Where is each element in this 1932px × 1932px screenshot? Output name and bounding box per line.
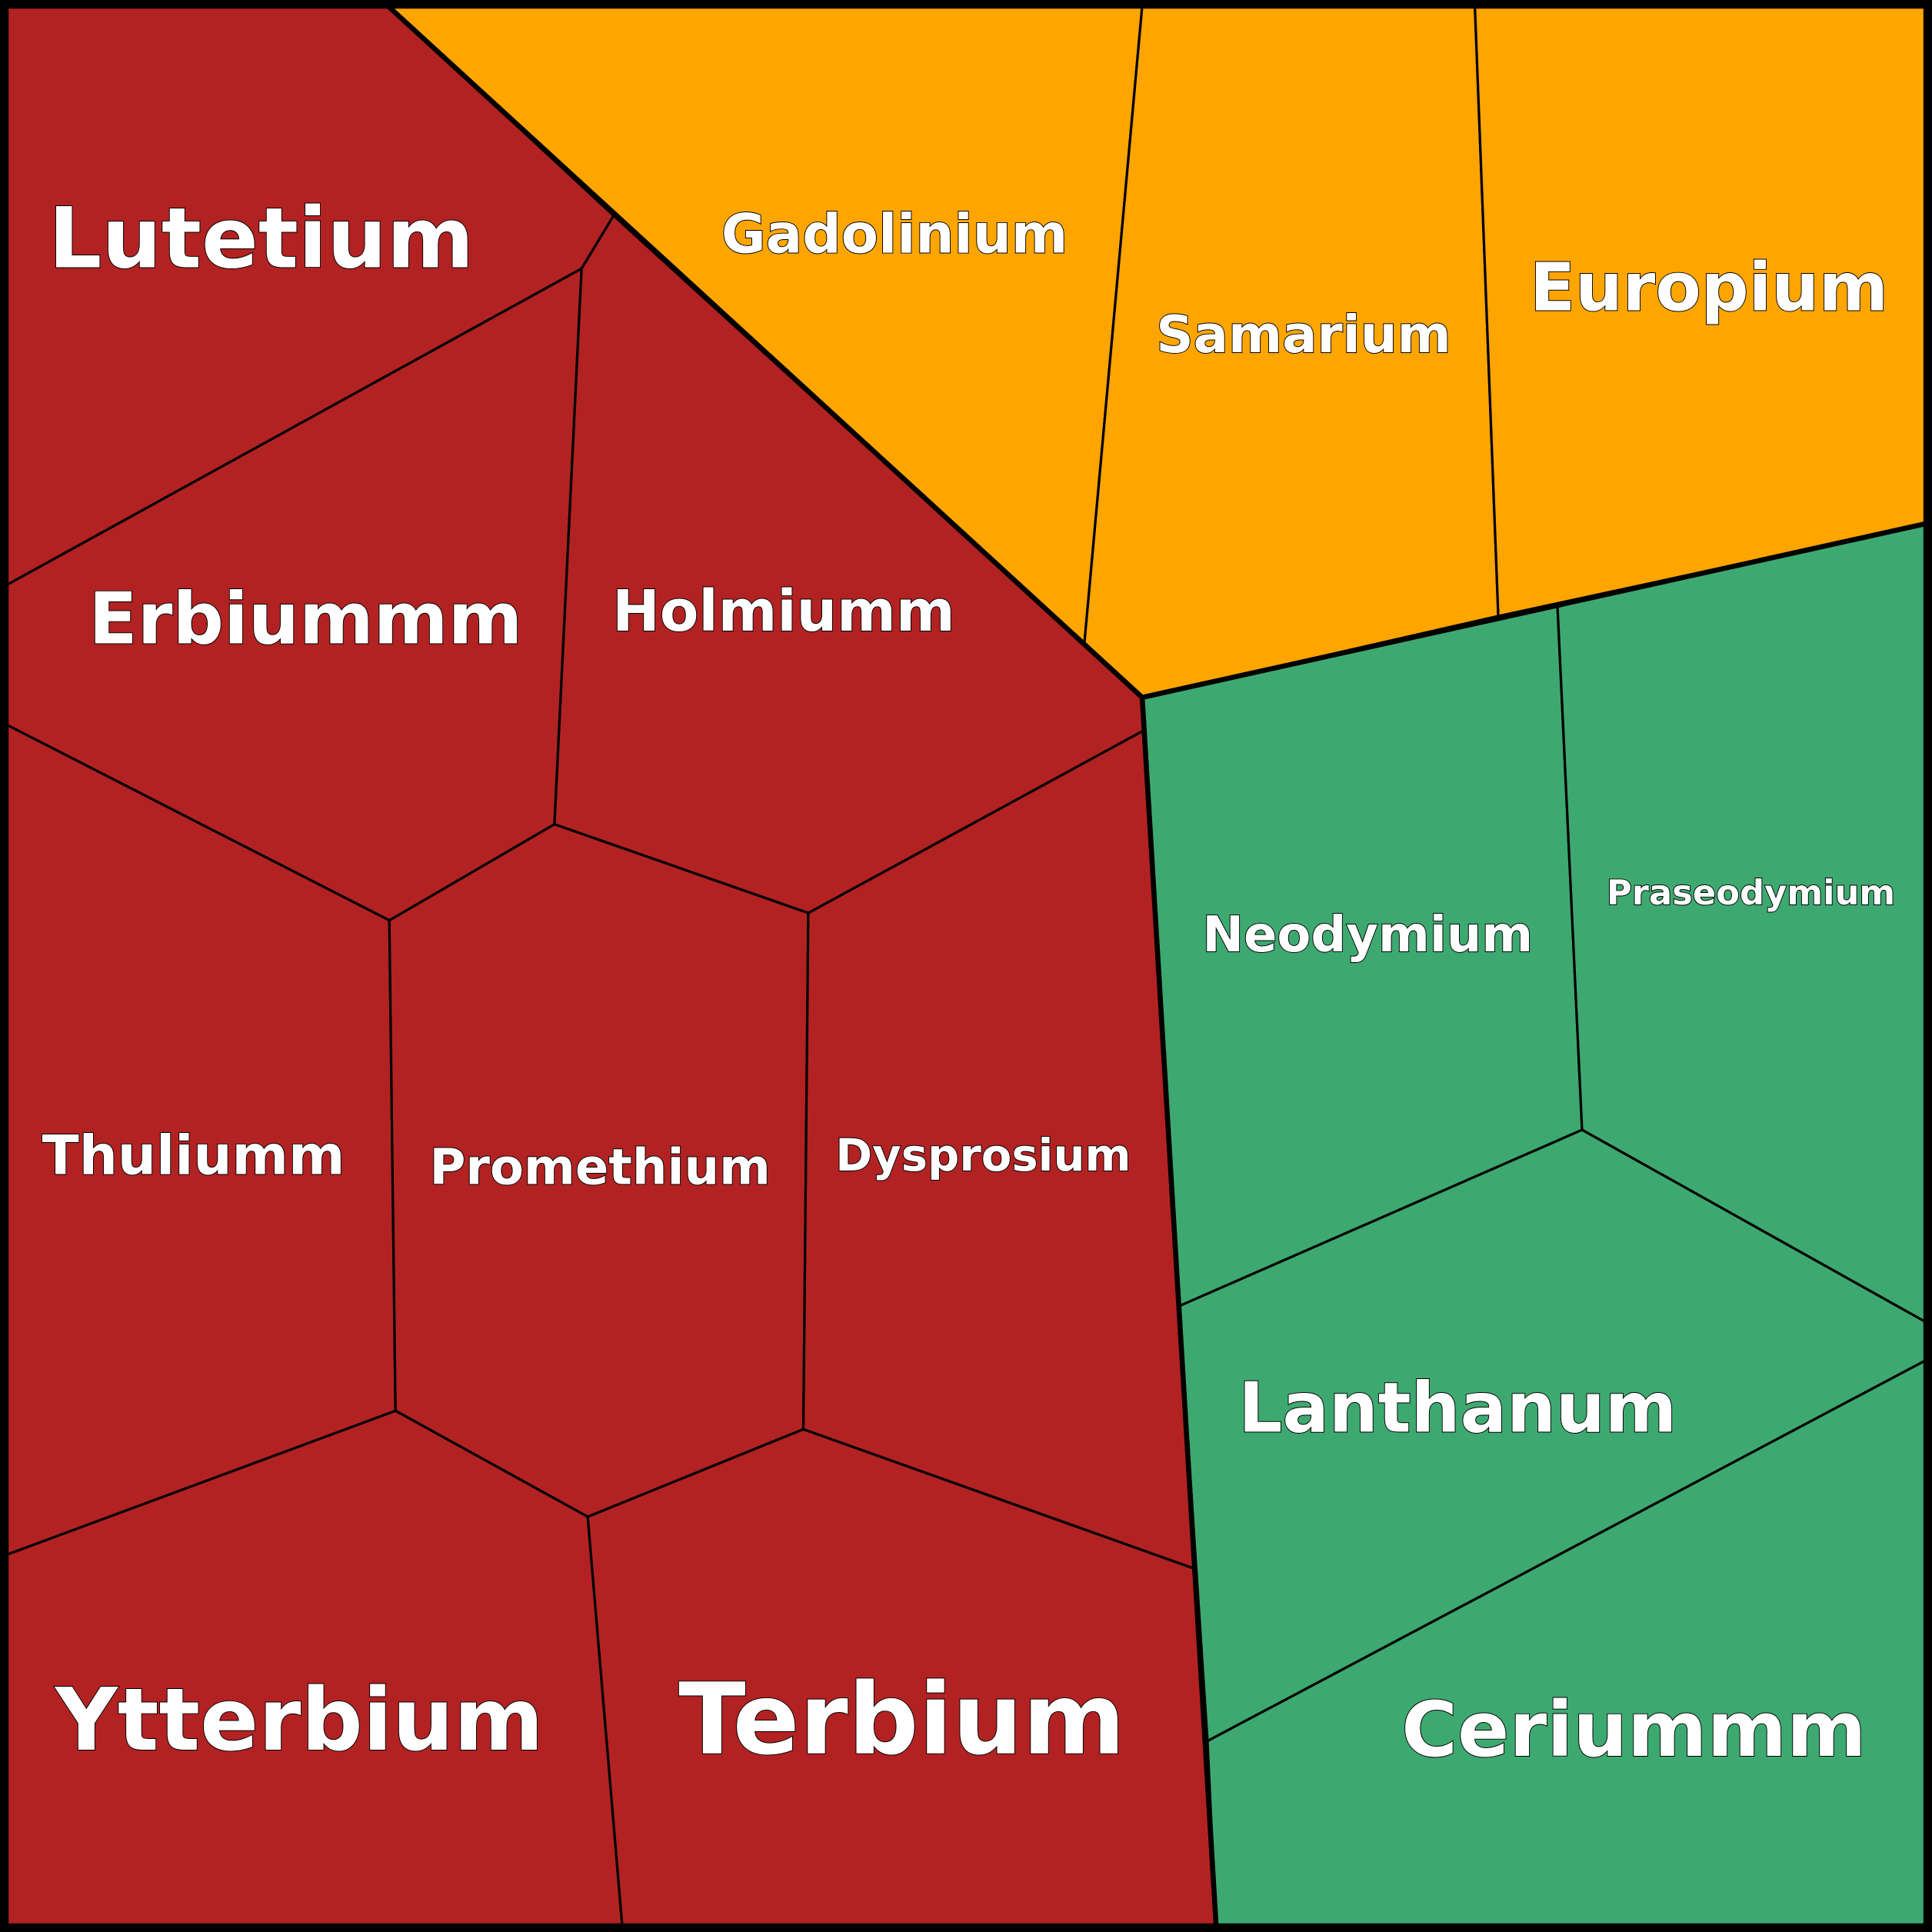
cell-label-lanthanum: Lanthanum	[1238, 1369, 1677, 1449]
cell-label-gadolinium: Gadolinium	[721, 202, 1068, 265]
cell-label-ytterbium: Ytterbium	[54, 1671, 544, 1770]
cell-label-neodymium: Neodymium	[1202, 907, 1533, 964]
cell-label-dysprosium: Dysprosium	[835, 1129, 1131, 1181]
cell-label-holmiumm: Holmiumm	[612, 579, 955, 645]
cell-label-promethium: Promethium	[429, 1140, 770, 1197]
cell-label-thuliumm: Thuliumm	[42, 1124, 345, 1188]
cell-label-terbium: Terbium	[678, 1663, 1125, 1777]
cell-label-lutetium: Lutetium	[48, 190, 474, 288]
cell-label-praseodymium: Praseodymium	[1607, 872, 1895, 913]
cell-label-ceriummm: Ceriummm	[1401, 1686, 1866, 1774]
cell-label-europium: Europium	[1530, 250, 1888, 327]
cell-label-samarium: Samarium	[1156, 305, 1451, 365]
cell-label-erbiummm: Erbiummm	[88, 577, 522, 660]
